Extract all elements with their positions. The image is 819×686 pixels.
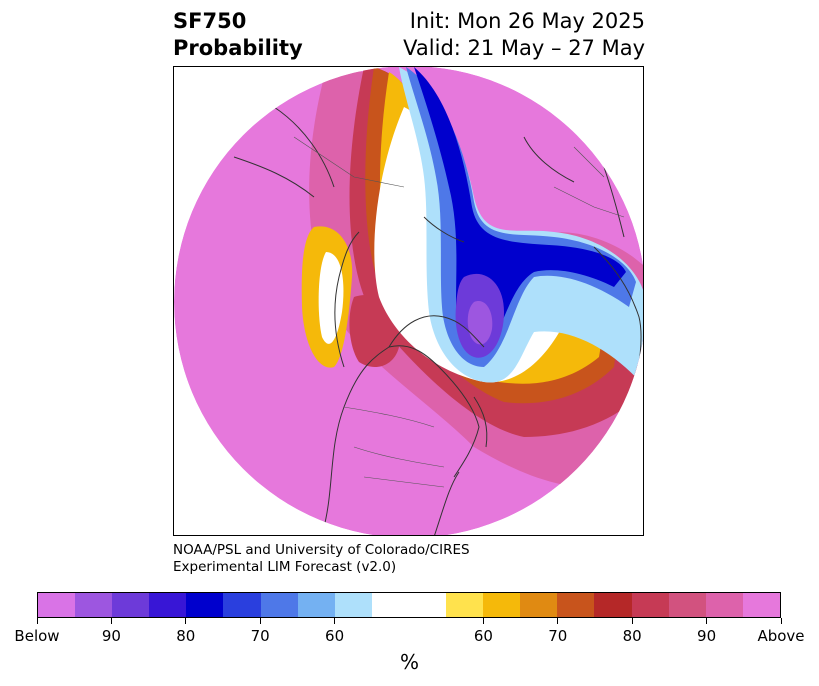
title-line-1: SF750: [173, 9, 247, 33]
colorbar-tick-label: 90: [697, 627, 717, 645]
colorbar-tick: [557, 618, 559, 624]
credit-line-2: Experimental LIM Forecast (v2.0): [173, 559, 397, 575]
colorbar-segment: [557, 593, 595, 617]
colorbar-tick-label: 80: [176, 627, 196, 645]
colorbar: [37, 592, 781, 618]
colorbar-segment: [446, 593, 484, 617]
map-title-variable: SF750 Probability: [173, 8, 303, 62]
colorbar-tick-label: 60: [325, 627, 345, 645]
colorbar-tick: [334, 618, 336, 624]
colorbar-segment: [520, 593, 558, 617]
colorbar-segment: [371, 593, 447, 617]
colorbar-tick: [482, 618, 484, 624]
colorbar-segment: [38, 593, 76, 617]
colorbar-segment: [297, 593, 335, 617]
colorbar-segment: [742, 593, 780, 617]
title-line-2: Probability: [173, 36, 303, 60]
colorbar-segment: [668, 593, 706, 617]
credit-line-1: NOAA/PSL and University of Colorado/CIRE…: [173, 542, 470, 558]
colorbar-tick: [631, 618, 633, 624]
colorbar-tick-label: 60: [473, 627, 493, 645]
colorbar-unit: %: [399, 650, 419, 674]
colorbar-tick: [259, 618, 261, 624]
colorbar-tick-label: 80: [622, 627, 642, 645]
colorbar-tick-label: Below: [14, 627, 60, 645]
colorbar-segment: [149, 593, 187, 617]
colorbar-tick: [780, 618, 782, 624]
colorbar-segment: [260, 593, 298, 617]
colorbar-tick-label: 70: [250, 627, 270, 645]
colorbar-segment: [705, 593, 743, 617]
colorbar-segment: [334, 593, 372, 617]
colorbar-tick-label: 70: [548, 627, 568, 645]
colorbar-tick: [36, 618, 38, 624]
colorbar-segment: [483, 593, 521, 617]
probability-field: [174, 67, 643, 535]
map-credit: NOAA/PSL and University of Colorado/CIRE…: [173, 542, 470, 576]
colorbar-tick-label: 90: [101, 627, 121, 645]
colorbar-segment: [594, 593, 632, 617]
colorbar-segment: [112, 593, 150, 617]
valid-range: Valid: 21 May – 27 May: [403, 36, 645, 60]
neutral-west: [318, 252, 344, 344]
map-title-dates: Init: Mon 26 May 2025 Valid: 21 May – 27…: [403, 8, 645, 62]
colorbar-ticks: Below 90 80 70 60 60 70 80 90 Above: [0, 618, 819, 648]
colorbar-tick-label: Above: [757, 627, 805, 645]
colorbar-segment: [631, 593, 669, 617]
init-date: Init: Mon 26 May 2025: [409, 9, 645, 33]
colorbar-tick: [110, 618, 112, 624]
colorbar-tick: [706, 618, 708, 624]
colorbar-segment: [186, 593, 224, 617]
borders: [293, 136, 625, 488]
colorbar-tick: [185, 618, 187, 624]
colorbar-segment: [75, 593, 113, 617]
polar-map: [173, 66, 644, 536]
colorbar-segment: [223, 593, 261, 617]
below-max-region: [467, 301, 493, 345]
